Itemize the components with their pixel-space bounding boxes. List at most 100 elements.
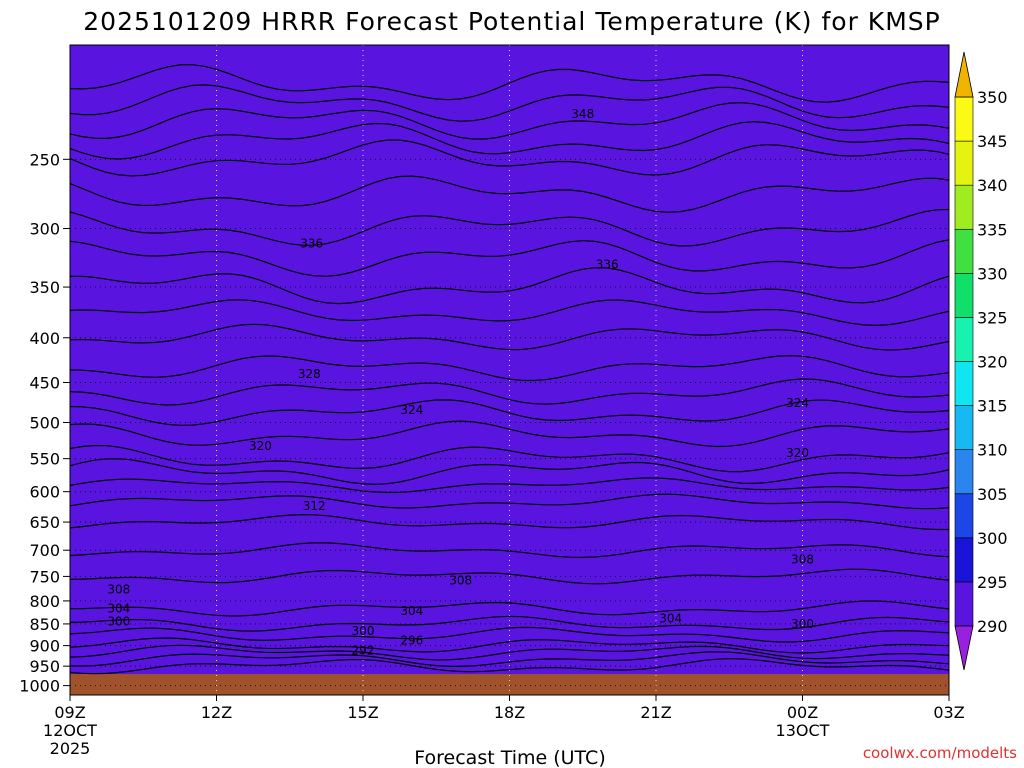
contour-328: [70, 323, 949, 351]
contour-label-308: 308: [449, 573, 472, 587]
x-tick-label-03Z: 03Z: [933, 703, 964, 722]
contour-label-336: 336: [596, 258, 619, 272]
contour-346: [70, 84, 949, 122]
y-tick-label-700: 700: [29, 541, 60, 560]
y-tick-label-900: 900: [29, 637, 60, 656]
colorbar-label-335: 335: [977, 220, 1008, 239]
colorbar-swatch-310: [954, 405, 974, 450]
contour-label-320: 320: [249, 439, 272, 453]
contour-label-308: 308: [791, 552, 814, 566]
chart-title: 2025101209 HRRR Forecast Potential Tempe…: [83, 7, 940, 36]
contour-label-304: 304: [659, 612, 682, 626]
colorbar-swatch-305: [954, 449, 974, 495]
y-tick-label-750: 750: [29, 567, 60, 586]
contour-308: [70, 542, 949, 559]
colorbar-label-290: 290: [977, 617, 1008, 636]
contour-332: [70, 267, 949, 305]
pressure-axis: 250 300 350 400 450 500 550 600 650 700 750 800 850 9…: [19, 150, 70, 696]
x-tick-label-09Z: 09Z: [54, 703, 85, 722]
y-tick-label-950: 950: [29, 657, 60, 676]
x-tick-label-00Z: 00Z: [787, 703, 818, 722]
theta-contour-lines: [70, 64, 949, 675]
contour-300: [70, 626, 949, 643]
contour-label-324: 324: [786, 396, 809, 410]
contour-298: [70, 637, 949, 654]
contour-342: [70, 121, 949, 160]
contour-336: [70, 208, 949, 247]
colorbar-label-345: 345: [977, 132, 1008, 151]
contour-label-304: 304: [400, 604, 423, 618]
colorbar-label-305: 305: [977, 485, 1008, 504]
colorbar-label-295: 295: [977, 573, 1008, 592]
y-tick-label-800: 800: [29, 592, 60, 611]
contour-label-328: 328: [298, 367, 321, 381]
y-tick-label-650: 650: [29, 513, 60, 532]
contour-334: [70, 239, 949, 277]
colorbar-label-315: 315: [977, 397, 1008, 416]
y-tick-label-450: 450: [29, 373, 60, 392]
y-tick-label-850: 850: [29, 615, 60, 634]
contour-306: [70, 568, 949, 585]
contour-label-324: 324: [400, 403, 423, 417]
x-tick-label-21Z: 21Z: [640, 703, 671, 722]
contour-302: [70, 615, 949, 632]
credit-text: coolwx.com/modelts: [863, 744, 1017, 762]
x-tick-label-15Z: 15Z: [347, 703, 378, 722]
contour-label-292: 292: [352, 644, 375, 658]
contour-344: [70, 101, 949, 140]
y-tick-label-250: 250: [29, 150, 60, 169]
contour-318: [70, 444, 949, 473]
contour-324: [70, 378, 949, 406]
contour-330: [70, 299, 949, 327]
y-tick-label-600: 600: [29, 483, 60, 502]
y-tick-label-300: 300: [29, 220, 60, 239]
contour-312: [70, 493, 949, 510]
contour-322: [70, 399, 949, 426]
contour-340: [70, 139, 949, 177]
contour-label-300: 300: [352, 624, 375, 638]
y-tick-label-500: 500: [29, 413, 60, 432]
colorbar-label-320: 320: [977, 353, 1008, 372]
colorbar-swatch-290: [954, 581, 974, 627]
contour-326: [70, 354, 949, 382]
contour-320: [70, 420, 949, 448]
contour-314: [70, 477, 949, 494]
contour-label-320: 320: [786, 446, 809, 460]
contour-label-300: 300: [107, 615, 130, 629]
contour-label-348: 348: [571, 107, 594, 121]
theta-color-bands: [70, 45, 949, 695]
colorbar-label-325: 325: [977, 308, 1008, 327]
colorbar-swatch-325: [954, 273, 974, 318]
y-tick-label-1000: 1000: [19, 677, 60, 696]
y-tick-label-350: 350: [29, 278, 60, 297]
contour-296: [70, 644, 949, 661]
colorbar-swatch-335: [954, 184, 974, 230]
colorbar-swatch-315: [954, 361, 974, 406]
colorbar-label-330: 330: [977, 264, 1008, 283]
colorbar-swatch-330: [954, 228, 974, 274]
contour-294: [70, 651, 949, 667]
contour-316: [70, 458, 949, 486]
y-tick-label-550: 550: [29, 450, 60, 469]
colorbar-swatch-345: [954, 96, 974, 142]
contour-label-296: 296: [400, 634, 423, 648]
y-tick-label-400: 400: [29, 329, 60, 348]
colorbar-over-arrow: [954, 51, 974, 98]
contour-338: [70, 175, 949, 213]
contour-310: [70, 513, 949, 531]
colorbar-swatch-295: [954, 537, 974, 583]
ground-below-surface: [70, 674, 949, 695]
colorbar-label-350: 350: [977, 88, 1008, 107]
x-tick-label-2025: 2025: [50, 739, 91, 758]
colorbar: 290 295 300 305 310 315 320 325 330 335 340 345 350: [954, 51, 1008, 671]
x-tick-label-12OCT: 12OCT: [43, 721, 97, 740]
colorbar-label-300: 300: [977, 529, 1008, 548]
colorbar-label-310: 310: [977, 441, 1008, 460]
colorbar-swatch-340: [954, 140, 974, 186]
colorbar-under-arrow: [954, 625, 974, 671]
contour-304: [70, 600, 949, 617]
contour-label-312: 312: [303, 499, 326, 513]
